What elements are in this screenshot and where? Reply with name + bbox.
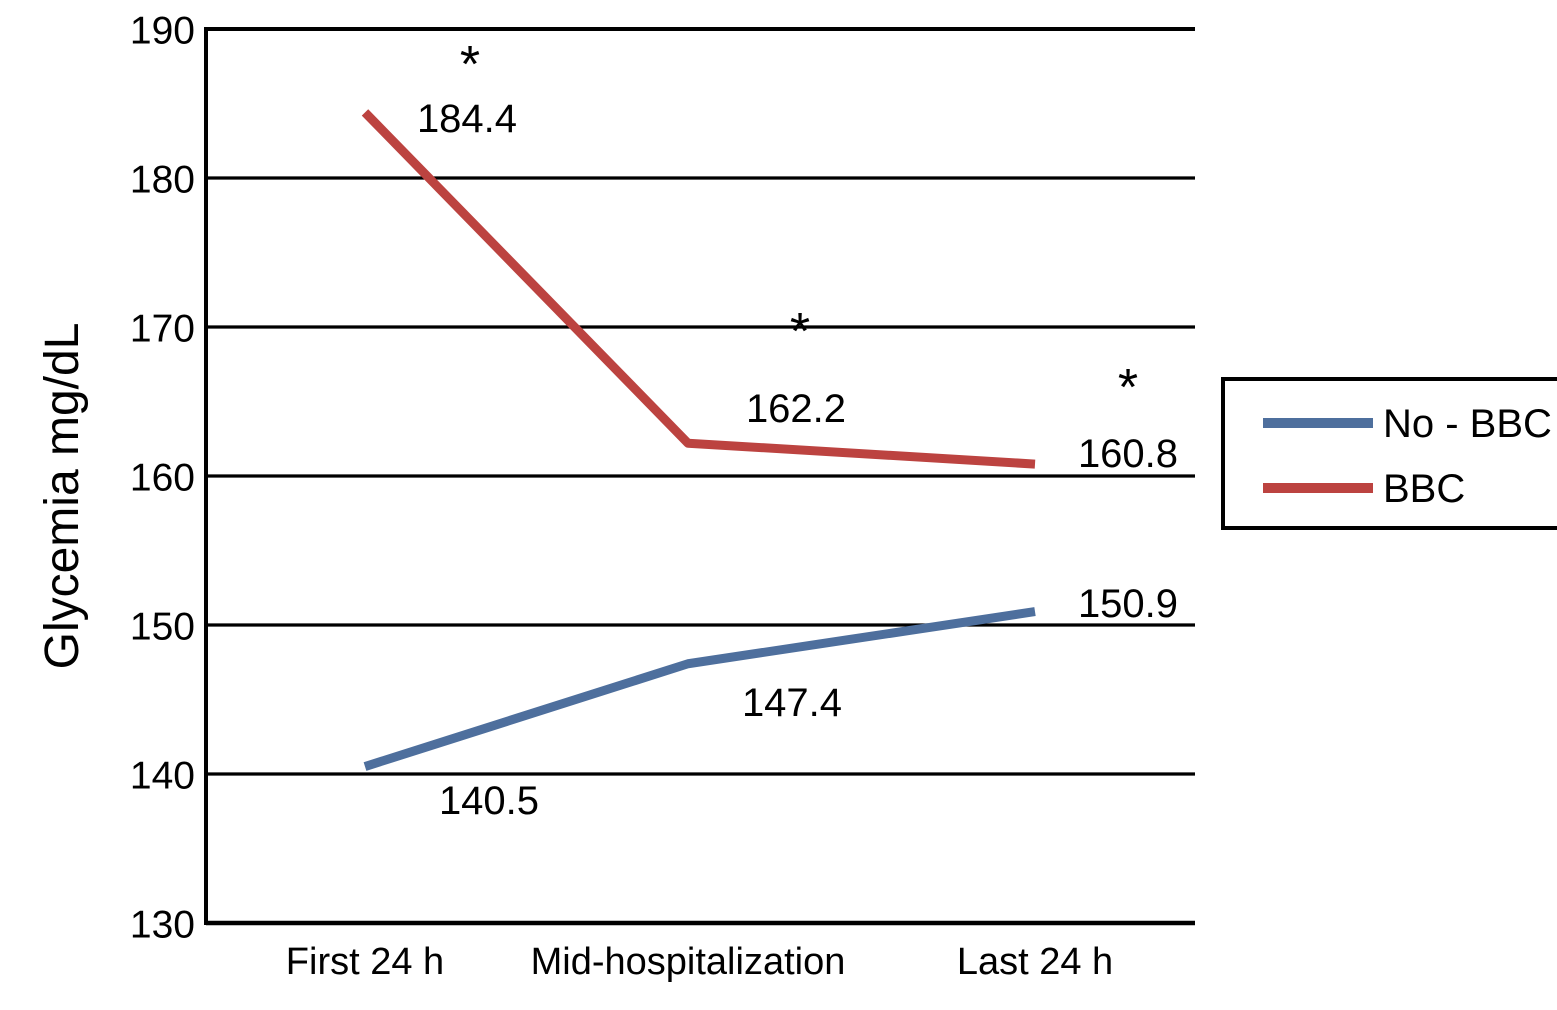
data-label: 150.9 xyxy=(1078,582,1178,626)
legend-item-label: BBC xyxy=(1383,467,1465,511)
x-category-label: First 24 h xyxy=(286,941,444,983)
x-category-label: Mid-hospitalization xyxy=(531,941,846,983)
significance-asterisk: * xyxy=(1118,359,1138,417)
glycemia-line-chart-figure: 130 140 150 160 170 180 190 First 24 h Mid-hospi… xyxy=(40,16,1557,994)
y-tick-label: 150 xyxy=(130,606,195,649)
y-tick-label: 160 xyxy=(130,457,195,500)
series-line-bbc xyxy=(361,109,1036,469)
y-axis-title: Glycemia mg/dL xyxy=(40,323,89,670)
y-tick-label: 130 xyxy=(130,904,195,947)
data-label: 140.5 xyxy=(439,779,539,823)
glycemia-line-chart: 130 140 150 160 170 180 190 First 24 h Mid-hospi… xyxy=(40,16,1557,983)
x-category-label: Last 24 h xyxy=(957,941,1113,983)
significance-asterisk: * xyxy=(460,36,480,94)
significance-asterisk: * xyxy=(790,303,810,361)
y-tick-label: 140 xyxy=(130,755,195,798)
y-tick-label: 180 xyxy=(130,159,195,202)
y-tick-label: 170 xyxy=(130,308,195,351)
data-label: 147.4 xyxy=(742,681,842,725)
data-label: 160.8 xyxy=(1078,432,1178,476)
series-line-no-bbc xyxy=(363,607,1036,771)
legend-item-label: No - BBC xyxy=(1383,402,1552,446)
data-label: 162.2 xyxy=(746,387,846,431)
y-tick-label: 190 xyxy=(130,16,195,53)
legend-box xyxy=(1221,377,1557,530)
data-label: 184.4 xyxy=(417,97,517,141)
